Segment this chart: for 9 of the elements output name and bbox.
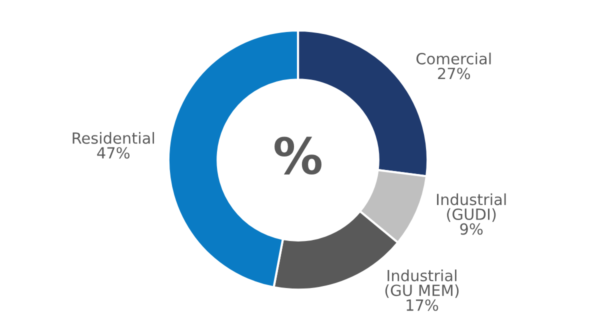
slice-label: Industrial (GUDI): [437, 193, 506, 222]
data-label: 47%: [97, 147, 130, 159]
slice-label: Residential: [72, 132, 154, 144]
slice-label: Industrial (GU MEM): [385, 270, 459, 298]
slice-label: Comercial: [416, 52, 491, 64]
text: %: [274, 136, 322, 175]
data-label: 17%: [406, 299, 438, 311]
data-label: 27%: [438, 68, 470, 80]
data-label: 9%: [460, 223, 483, 235]
